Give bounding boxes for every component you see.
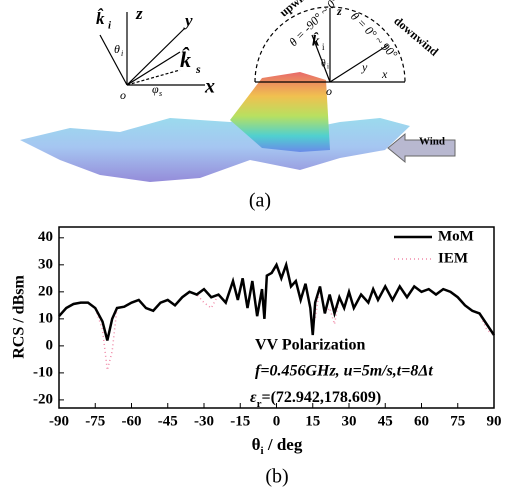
sea-surface	[20, 112, 410, 182]
y-tick-label: -20	[33, 391, 53, 407]
caption: (b)	[265, 466, 288, 488]
wind-label: Wind	[419, 136, 445, 148]
y-tick-label: 20	[38, 283, 53, 299]
x-tick-label: -60	[122, 413, 142, 429]
annotation: ε	[250, 389, 257, 406]
annotation: =(72.942,178.609)	[261, 389, 381, 406]
x-tick-label: 75	[450, 413, 465, 429]
label: y	[183, 11, 193, 30]
axes-right	[254, 6, 406, 83]
caption: (a)	[249, 190, 271, 212]
x-tick-label: -90	[49, 413, 69, 429]
legend-label: MoM	[438, 228, 474, 244]
y-axis-label: RCS / dBsm	[11, 275, 28, 359]
y-tick-label: 10	[38, 310, 53, 326]
y-tick-label: 40	[38, 229, 53, 245]
label: y	[361, 60, 368, 74]
label: i	[121, 49, 123, 58]
label: o	[326, 84, 332, 98]
x-tick-label: -30	[194, 413, 214, 429]
label: o	[120, 88, 126, 102]
plot-frame	[58, 226, 495, 409]
x-tick-label: 0	[273, 413, 281, 429]
label: θ	[114, 42, 120, 56]
legend-label: IEM	[438, 250, 468, 266]
label: s	[159, 89, 162, 98]
wind-arrow	[387, 132, 456, 164]
left-labels: k̂ i z y k̂ s θ i φ s o x	[96, 4, 215, 102]
label: x	[381, 67, 388, 81]
label: k̂	[312, 31, 320, 49]
x-axis-label: / deg	[264, 435, 303, 454]
x-tick-label: -45	[158, 413, 178, 429]
label: θ	[321, 58, 326, 69]
label: φ	[152, 82, 159, 96]
annotation: VV Polarization	[255, 337, 365, 354]
line	[58, 262, 495, 371]
x-tick-label: 30	[342, 413, 357, 429]
x-tick-label: 15	[305, 413, 320, 429]
x-axis-label: θi / deg	[252, 435, 303, 457]
label: z	[135, 4, 143, 23]
label: k̂	[96, 8, 105, 27]
label: i	[322, 42, 325, 52]
line	[58, 260, 496, 341]
x-tick-label: -75	[85, 413, 105, 429]
label: x	[204, 76, 215, 98]
wave-ridge	[230, 72, 330, 152]
label: i	[108, 20, 112, 32]
annotation: εr=(72.942,178.609)	[250, 389, 381, 410]
x-tick-label: 90	[487, 413, 502, 429]
label: z	[336, 4, 342, 18]
label: s	[195, 62, 201, 76]
y-tick-label: 30	[38, 256, 53, 272]
y-tick-label: 0	[46, 337, 54, 353]
x-axis-label: i	[261, 445, 264, 457]
label: k̂	[180, 47, 191, 73]
annotation: r	[257, 398, 262, 410]
x-axis-label: θ	[252, 435, 261, 454]
axes-left	[99, 12, 205, 86]
x-tick-label: 60	[414, 413, 429, 429]
x-tick-label: -15	[230, 413, 250, 429]
annotation: f=0.456GHz, u=5m/s,t=8Δt	[255, 363, 433, 380]
x-tick-label: 45	[378, 413, 393, 429]
y-tick-label: -10	[33, 364, 53, 380]
label: i	[327, 63, 329, 71]
